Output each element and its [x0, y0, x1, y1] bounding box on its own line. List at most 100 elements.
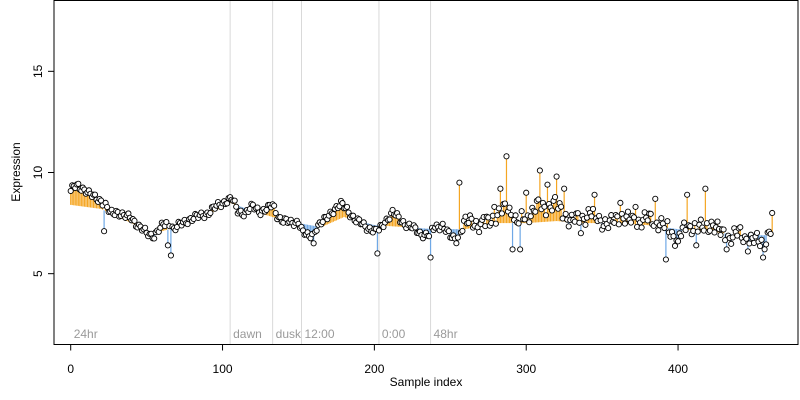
x-tick-label: 0 [67, 362, 74, 376]
data-point [753, 229, 761, 236]
data-point [515, 220, 522, 227]
data-point [497, 185, 504, 192]
data-point [526, 219, 533, 226]
phase-markers: 24hr dawn dusk 12:00 0:00 48hr [74, 0, 458, 345]
data-point [577, 230, 584, 237]
data-point [647, 210, 654, 217]
phase-label: 24hr [74, 327, 98, 341]
data-point [517, 246, 524, 253]
x-tick-label: 200 [364, 362, 384, 376]
data-point [454, 234, 461, 241]
data-point [681, 219, 688, 226]
data-point [605, 225, 612, 232]
data-point [717, 231, 724, 239]
data-point [678, 233, 685, 240]
data-point [687, 223, 694, 230]
data-point [501, 200, 509, 207]
data-point [101, 228, 108, 235]
data-point [763, 241, 770, 248]
data-point [743, 235, 750, 242]
data-point [714, 218, 721, 225]
data-point [207, 209, 214, 217]
data-point [644, 217, 651, 224]
data-point [224, 200, 231, 207]
data-point [427, 254, 434, 261]
data-point [75, 180, 82, 187]
data-point [142, 224, 149, 231]
data-point [374, 250, 381, 257]
phase-label: dusk [276, 327, 302, 341]
y-tick-label: 10 [31, 166, 45, 180]
data-point [562, 210, 569, 217]
data-point [330, 211, 337, 218]
data-point [723, 246, 730, 253]
x-tick-label: 100 [213, 362, 233, 376]
data-point [521, 216, 528, 223]
data-point [313, 227, 320, 234]
data-point [532, 208, 539, 215]
data-point [756, 243, 764, 250]
data-point [518, 208, 525, 215]
y-axis: 5 10 15 [31, 64, 54, 277]
data-point [527, 213, 534, 220]
data-point [233, 203, 240, 210]
data-point [439, 220, 446, 227]
y-tick-label: 15 [31, 64, 45, 78]
data-point [163, 219, 170, 226]
data-point [674, 238, 682, 245]
y-tick-label: 5 [31, 270, 45, 277]
data-point [456, 179, 463, 186]
x-tick-label: 400 [668, 362, 688, 376]
data-point [670, 233, 677, 240]
data-point [503, 153, 510, 160]
data-point [615, 221, 622, 228]
data-point [523, 189, 530, 196]
data-point [272, 210, 279, 217]
data-points [67, 153, 776, 263]
data-point [375, 227, 382, 234]
data-point [339, 200, 346, 207]
phase-label: 48hr [434, 327, 458, 341]
data-point [151, 235, 158, 242]
data-point [664, 218, 671, 225]
data-point [476, 229, 483, 236]
data-point [576, 219, 583, 226]
data-point [661, 224, 668, 232]
data-point [343, 203, 351, 210]
phase-label: dawn [233, 327, 262, 341]
data-point [655, 227, 662, 234]
data-point [760, 254, 767, 261]
data-point [711, 229, 718, 236]
data-point [728, 240, 735, 247]
data-point [553, 173, 560, 180]
data-point [694, 228, 701, 235]
data-point [445, 228, 452, 235]
data-point [542, 212, 550, 219]
data-point [495, 205, 502, 212]
data-point [767, 230, 774, 237]
data-point [453, 240, 460, 247]
x-tick-label: 300 [516, 362, 536, 376]
data-point [412, 224, 419, 231]
data-point [310, 240, 317, 247]
data-point [591, 191, 598, 198]
data-point [506, 204, 513, 211]
data-point [131, 217, 138, 224]
data-point [658, 215, 665, 222]
data-point [565, 223, 572, 230]
data-point [671, 242, 679, 249]
data-point [574, 210, 581, 217]
data-point [744, 248, 751, 255]
y-axis-title: Expression [9, 142, 23, 201]
data-point [769, 209, 776, 217]
data-point [535, 196, 542, 203]
data-point [682, 227, 689, 234]
data-point [561, 185, 568, 192]
x-axis: 0 100 200 300 400 [67, 344, 688, 376]
data-point [624, 208, 631, 215]
data-point [425, 233, 433, 240]
data-point [693, 242, 700, 249]
data-point [509, 246, 516, 253]
data-point [737, 224, 744, 231]
